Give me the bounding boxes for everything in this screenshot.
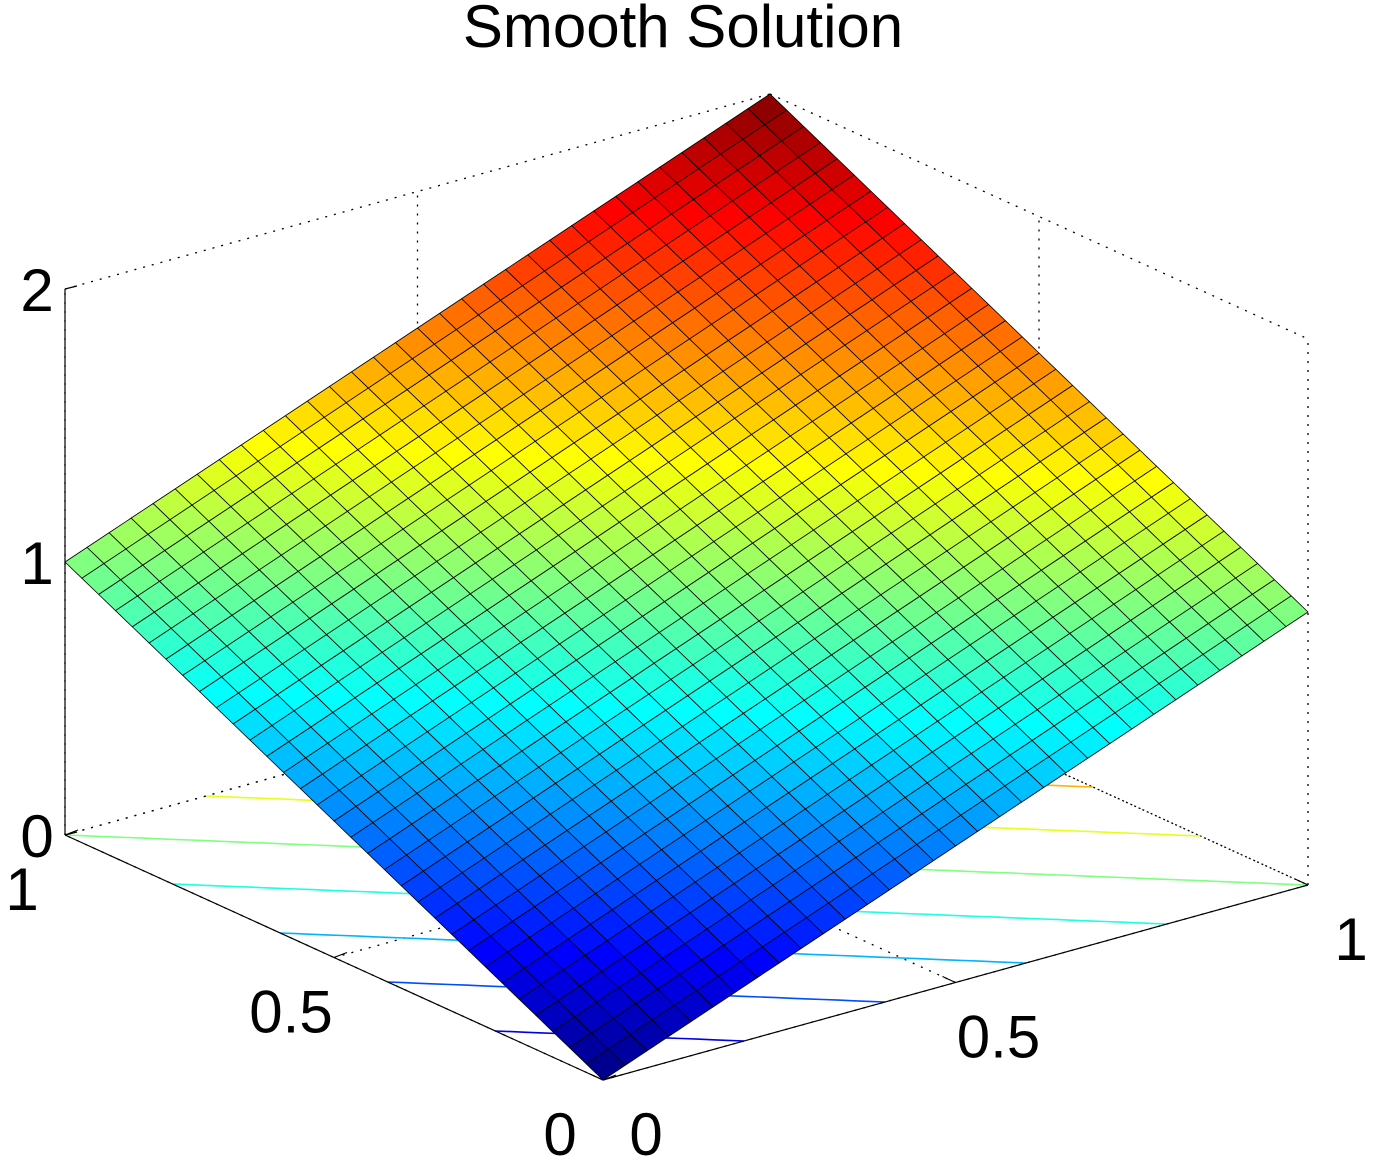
y-tick-label: 0 xyxy=(543,1101,576,1168)
axes-lines xyxy=(64,285,1309,1081)
x-tick-label: 0.5 xyxy=(957,1004,1040,1071)
surface-mesh xyxy=(64,93,1309,1081)
z-tick-label: 0 xyxy=(20,803,53,870)
z-tick-label: 2 xyxy=(20,257,53,324)
x-tick-label: 1 xyxy=(1334,906,1367,973)
y-tick-label: 1 xyxy=(5,856,38,923)
z-tick-label: 1 xyxy=(20,530,53,597)
z-tick-mark xyxy=(64,285,78,290)
y-tick-mark xyxy=(333,951,348,959)
x-tick-mark xyxy=(589,1073,604,1081)
x-tick-mark xyxy=(942,975,956,984)
z-tick-mark xyxy=(64,831,78,836)
chart-title: Smooth Solution xyxy=(463,0,903,60)
y-tick-label: 0.5 xyxy=(249,979,332,1046)
y-tick-mark xyxy=(602,1074,617,1081)
surface-cell xyxy=(64,546,105,579)
x-tick-mark xyxy=(1294,878,1309,886)
x-tick-label: 0 xyxy=(629,1101,662,1168)
